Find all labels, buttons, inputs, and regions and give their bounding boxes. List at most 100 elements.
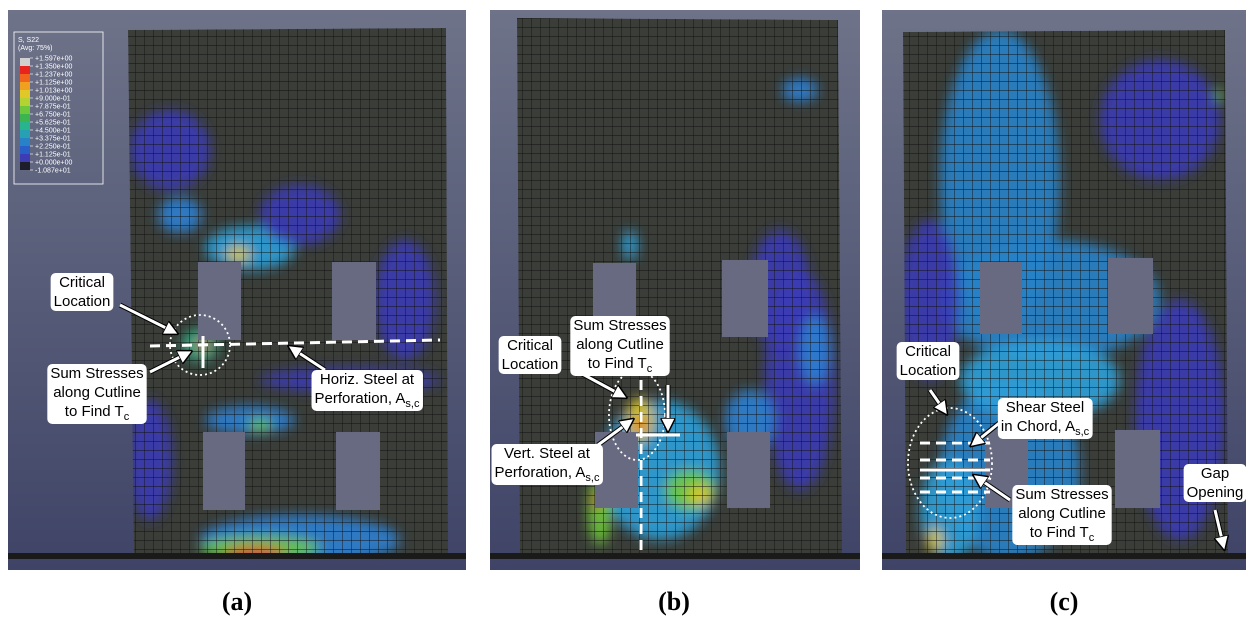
annotation-line-text: Vert. Steel at [504,445,591,462]
legend-label: -1.087e+01 [35,168,71,175]
perforation [198,262,241,340]
subscript: s,c [585,472,600,484]
legend-label: +5.625e-01 [35,120,71,127]
annotation-line-text: along Cutline [53,384,141,401]
panel-label: (c) [1050,587,1079,616]
legend-label: +0.000e+00 [35,160,72,167]
figure: Critical Location Sum Stresses along Cutlin… [0,0,1252,622]
legend-label: +3.375e-01 [35,136,71,143]
foundation [490,553,860,559]
annotation-line: along Cutline [1018,505,1106,522]
annotation: Critical Location [499,336,562,374]
annotation-line: Sum Stresses [50,365,143,382]
legend-label: +7.875e-01 [35,104,71,111]
annotation-line-text: Shear Steel [1006,399,1084,416]
annotation-line: Location [502,356,559,373]
annotation-line: Horiz. Steel at [320,371,415,388]
subscript: c [1089,532,1095,544]
annotation-line: Vert. Steel at [504,445,591,462]
annotation-line-text: Critical [905,343,951,360]
annotation-line-text: in Chord, A [1001,418,1075,435]
perforation [1108,258,1153,334]
annotation-line-text: to Find T [588,355,647,372]
annotation: Vert. Steel at Perforation, As,c [492,444,603,485]
annotation-line: Critical [507,337,553,354]
annotation-line-text: Perforation, A [315,390,406,407]
annotation-line-text: Opening [1187,484,1244,501]
legend-label: +2.250e-01 [35,144,71,151]
legend-swatch [20,74,30,82]
annotation-line-text: along Cutline [576,336,664,353]
legend-swatch [20,138,30,146]
annotation: Sum Stresses along Cutline to Find Tc [1012,485,1111,545]
annotation-line-text: to Find T [1030,524,1089,541]
legend-label: +1.013e+00 [35,88,72,95]
perforation [203,432,245,510]
panel-label: (b) [658,587,690,616]
annotation-line: Location [900,362,957,379]
annotation-line-text: Location [900,362,957,379]
foundation [8,553,466,559]
perforation [980,262,1022,334]
foundation [882,553,1246,559]
annotation-line: Gap [1201,465,1229,482]
plate [490,10,860,570]
annotation-line-text: Location [54,293,111,310]
annotation: Gap Opening [1184,464,1247,502]
legend-subtitle: (Avg: 75%) [18,45,53,52]
mesh [490,10,860,570]
legend-label: +6.750e-01 [35,112,71,119]
legend-swatch [20,106,30,114]
legend-label: +9.000e-01 [35,96,71,103]
subscript: c [124,411,130,423]
legend-label: +1.597e+00 [35,56,72,63]
annotation-line-text: Perforation, A [495,464,586,481]
panel-label: (a) [222,587,252,616]
annotation: Critical Location [51,273,114,311]
legend-label: +1.125e-01 [35,152,71,159]
annotation-line: Critical [905,343,951,360]
legend-swatch [20,82,30,90]
legend-swatch [20,98,30,106]
legend-swatch [20,90,30,98]
perforation [722,260,768,337]
legend-swatch [20,162,30,170]
legend-swatch [20,66,30,74]
annotation-line: along Cutline [576,336,664,353]
legend-swatch [20,122,30,130]
annotation-line-text: to Find T [65,403,124,420]
legend-swatch [20,146,30,154]
annotation-line-text: Sum Stresses [50,365,143,382]
perforation [1115,430,1160,508]
annotation-line-text: Critical [507,337,553,354]
annotation-line-text: Sum Stresses [1015,486,1108,503]
annotation-line: Location [54,293,111,310]
annotation-line-text: Horiz. Steel at [320,371,415,388]
annotation-line-text: Critical [59,274,105,291]
perforation [336,432,380,510]
annotation-line: Sum Stresses [573,317,666,334]
annotation-line: Shear Steel [1006,399,1084,416]
legend-swatch [20,154,30,162]
perforation [727,432,770,508]
annotation: Critical Location [897,342,960,380]
annotation-line: along Cutline [53,384,141,401]
annotation-line-text: Gap [1201,465,1229,482]
legend-title: S, S22 [18,37,39,44]
perforation [332,262,376,340]
annotation-line: Sum Stresses [1015,486,1108,503]
legend-swatch [20,130,30,138]
annotation-line-text: along Cutline [1018,505,1106,522]
legend-swatch [20,114,30,122]
subscript: s,c [1075,426,1090,438]
legend-label: +1.350e+00 [35,64,72,71]
annotation-line-text: Sum Stresses [573,317,666,334]
legend-label: +4.500e-01 [35,128,71,135]
legend-label: +1.125e+00 [35,80,72,87]
annotation-line-text: Location [502,356,559,373]
annotation: Shear Steel in Chord, As,c [998,398,1093,439]
annotation-line: Critical [59,274,105,291]
legend-label: +1.237e+00 [35,72,72,79]
